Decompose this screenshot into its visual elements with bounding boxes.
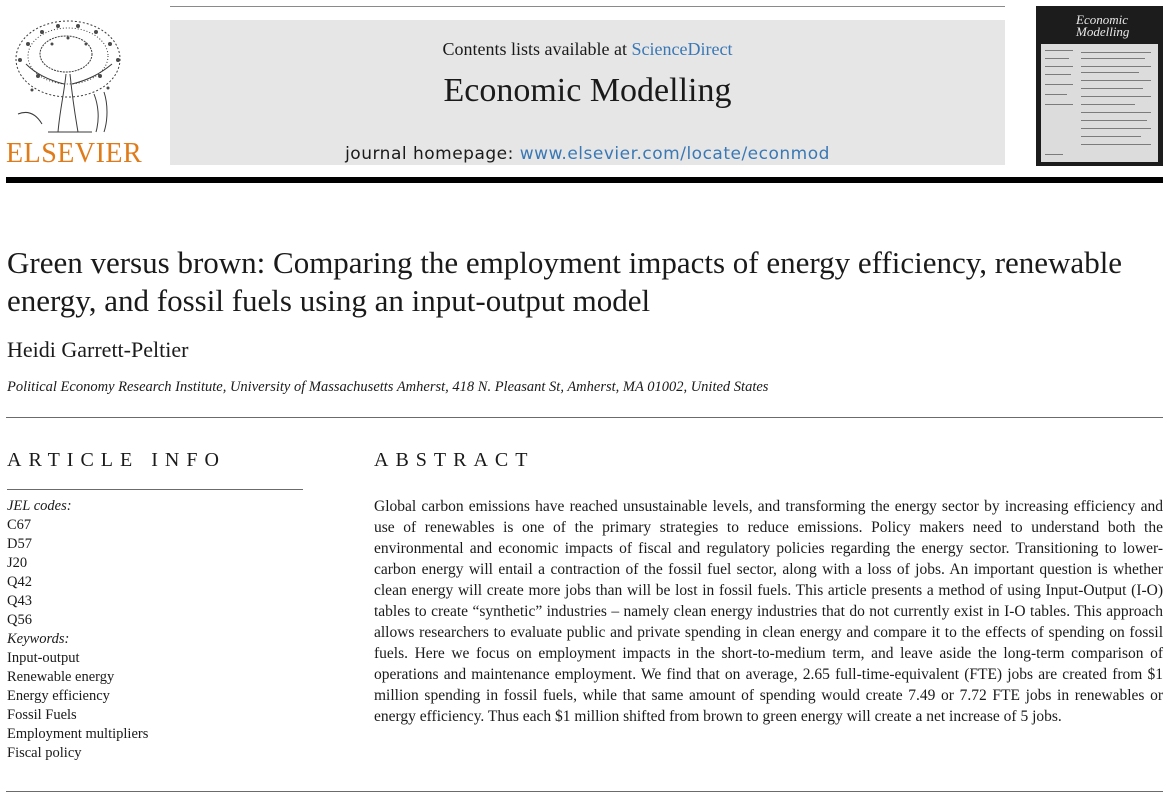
author-affiliation: Political Economy Research Institute, Un… bbox=[7, 379, 769, 395]
abstract-text: Global carbon emissions have reached uns… bbox=[374, 498, 1163, 725]
article-info-block: JEL codes: C67 D57 J20 Q42 Q43 Q56 Keywo… bbox=[7, 497, 307, 763]
homepage-prefix: journal homepage: bbox=[345, 144, 520, 164]
abstract-heading: ABSTRACT bbox=[374, 449, 535, 471]
cover-title: Economic Modelling bbox=[1076, 12, 1130, 39]
sciencedirect-link[interactable]: ScienceDirect bbox=[631, 39, 733, 59]
jel-code: Q43 bbox=[7, 593, 32, 609]
elsevier-tree-icon bbox=[15, 20, 121, 133]
article-info-heading: ARTICLE INFO bbox=[7, 449, 226, 471]
elsevier-wordmark: ELSEVIER bbox=[6, 138, 143, 169]
jel-codes-label: JEL codes: bbox=[7, 498, 72, 514]
cover-contents-panel bbox=[1041, 44, 1158, 162]
jel-code: D57 bbox=[7, 536, 32, 552]
header-top-rule bbox=[170, 6, 1005, 7]
author-name[interactable]: Heidi Garrett-Peltier bbox=[7, 337, 189, 362]
journal-cover-thumbnail[interactable]: Economic Modelling bbox=[1036, 6, 1163, 166]
article-title: Green versus brown: Comparing the employ… bbox=[7, 245, 1123, 318]
article-info-rule bbox=[7, 489, 303, 490]
keyword: Fiscal policy bbox=[7, 745, 82, 761]
keyword: Fossil Fuels bbox=[7, 707, 77, 723]
homepage-line: journal homepage: www.elsevier.com/locat… bbox=[170, 144, 1005, 164]
elsevier-logo[interactable]: ELSEVIER bbox=[6, 14, 142, 169]
bottom-divider bbox=[6, 791, 1163, 792]
jel-code: J20 bbox=[7, 555, 28, 571]
jel-code: C67 bbox=[7, 517, 32, 533]
journal-homepage-link[interactable]: www.elsevier.com/locate/econmod bbox=[519, 144, 830, 164]
contents-line: Contents lists available at ScienceDirec… bbox=[170, 39, 1005, 60]
title-divider bbox=[6, 417, 1163, 418]
keyword: Energy efficiency bbox=[7, 688, 110, 704]
keywords-label: Keywords: bbox=[7, 631, 70, 647]
journal-name: Economic Modelling bbox=[443, 72, 732, 109]
contents-prefix: Contents lists available at bbox=[442, 39, 632, 59]
keyword: Renewable energy bbox=[7, 669, 115, 685]
jel-code: Q56 bbox=[7, 612, 32, 628]
header-divider-bar bbox=[6, 177, 1163, 183]
keyword: Employment multipliers bbox=[7, 726, 149, 742]
journal-banner: Contents lists available at ScienceDirec… bbox=[170, 20, 1005, 165]
keyword: Input-output bbox=[7, 650, 80, 666]
jel-code: Q42 bbox=[7, 574, 32, 590]
